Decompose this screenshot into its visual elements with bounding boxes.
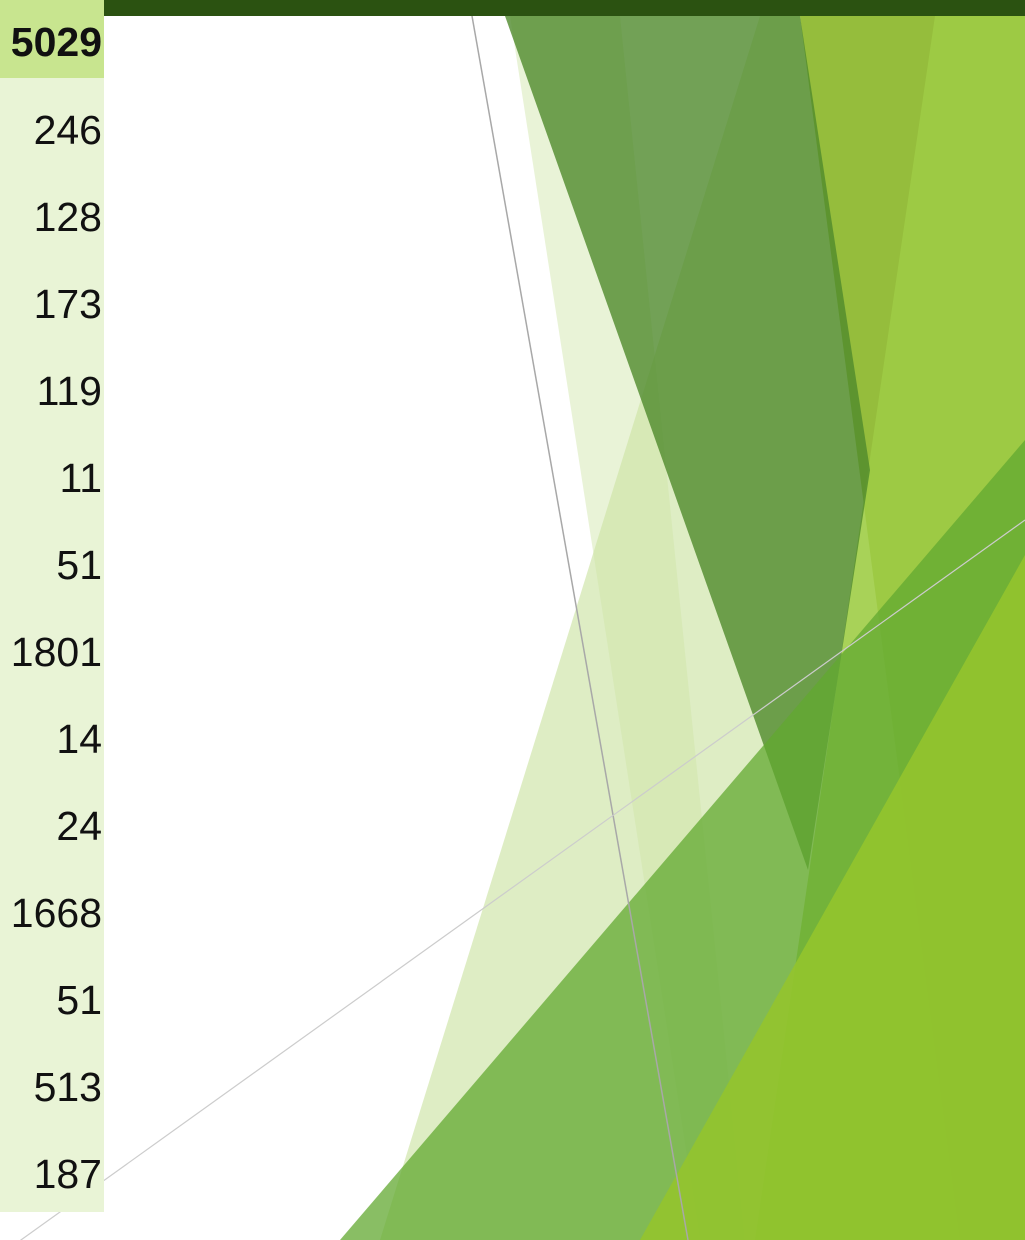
value-cell: 51 <box>56 977 102 1023</box>
value-cell: 128 <box>33 194 102 240</box>
top-bar <box>0 0 1025 16</box>
facet-dark-wedge <box>505 16 870 870</box>
decor-line-steep <box>471 15 689 1240</box>
value-cell: 51 <box>56 542 102 588</box>
value-cell: 1801 <box>10 629 102 675</box>
decor-line-diagonal <box>19 519 1025 1240</box>
value-cell: 11 <box>59 455 102 501</box>
value-cell: 173 <box>33 281 102 327</box>
value-cell: 24 <box>56 803 102 849</box>
value-cell: 119 <box>36 368 102 414</box>
value-column: 5029 246 128 173 119 11 51 1801 14 24 16… <box>0 0 104 1212</box>
total-cell: 5029 <box>0 0 104 78</box>
value-cell: 246 <box>33 107 102 153</box>
facet-lime-lower <box>640 555 1025 1240</box>
value-cell: 513 <box>33 1064 102 1110</box>
value-cell: 14 <box>56 716 102 762</box>
value-cell: 1668 <box>10 890 102 936</box>
value-cell: 187 <box>33 1151 102 1197</box>
